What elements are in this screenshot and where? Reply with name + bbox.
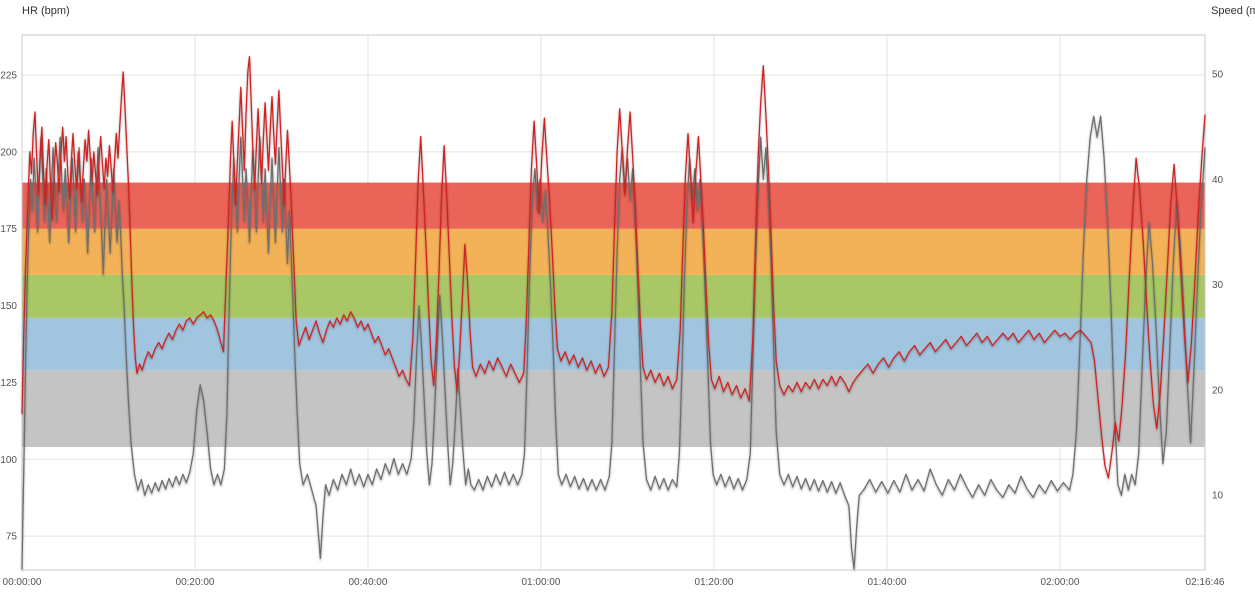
x-axis-tick-label: 00:20:00	[176, 577, 215, 588]
hr-zone-3-band	[22, 274, 1205, 318]
hr-series-line	[21, 55, 1206, 479]
right-axis-tick-label: 20	[1212, 385, 1224, 396]
left-axis-tick-label: 150	[0, 301, 17, 312]
right-axis-tick-label: 40	[1212, 175, 1224, 186]
right-axis-title: Speed (mph)	[1211, 5, 1255, 17]
x-axis-tick-label: 02:00:00	[1040, 577, 1079, 588]
left-axis-tick-label: 200	[0, 147, 17, 158]
left-axis-tick-label: 100	[0, 455, 17, 466]
left-axis-tick-label: 75	[6, 532, 18, 543]
x-axis-tick-label: 00:40:00	[349, 577, 388, 588]
left-axis-title: HR (bpm)	[22, 5, 70, 17]
left-axis-tick-label: 225	[0, 70, 17, 81]
left-axis-tick-label: 125	[0, 378, 17, 389]
x-axis-tick-label: 01:20:00	[694, 577, 733, 588]
x-axis-tick-label: 01:00:00	[522, 577, 561, 588]
plot-border	[21, 34, 1206, 571]
x-axis-tick-label: 01:40:00	[867, 577, 906, 588]
speed-series-line	[21, 115, 1206, 570]
x-axis-tick-label: 00:00:00	[3, 577, 42, 588]
x-axis-tick-label: 02:16:46	[1186, 577, 1225, 588]
left-axis-tick-label: 175	[0, 224, 17, 235]
hr-zone-5-band	[22, 182, 1205, 229]
right-axis-tick-label: 50	[1212, 69, 1224, 80]
right-axis-tick-label: 10	[1212, 491, 1224, 502]
right-axis-tick-label: 30	[1212, 280, 1224, 291]
